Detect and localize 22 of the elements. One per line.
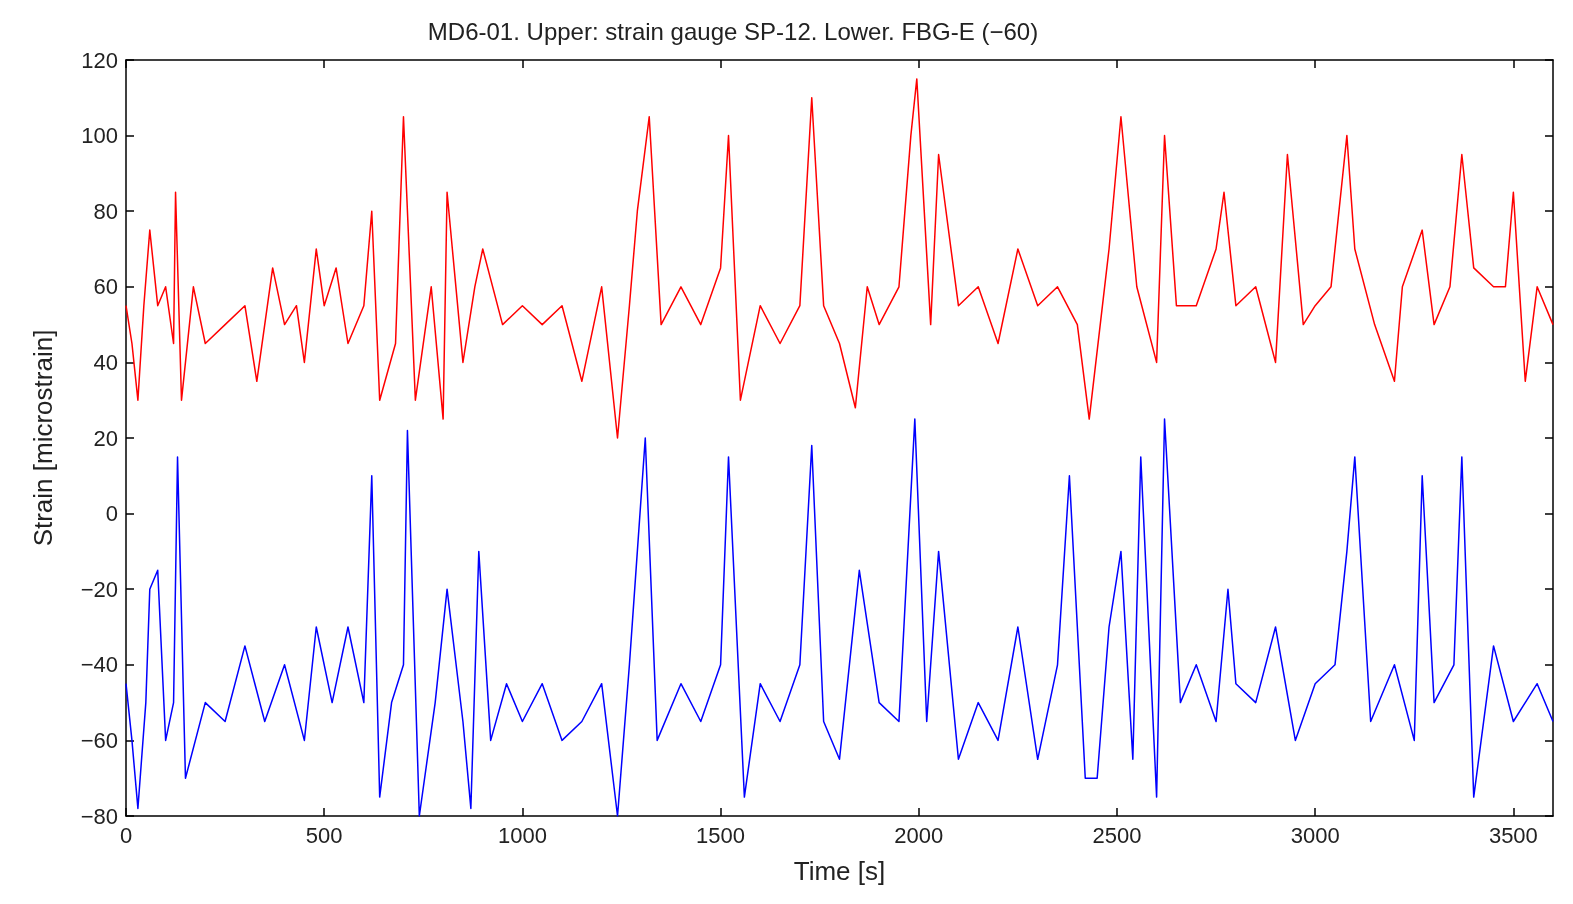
- y-axis-title: Strain [microstrain]: [28, 329, 58, 547]
- y-tick-label: 60: [93, 274, 118, 300]
- x-tick-label: 1000: [497, 822, 547, 848]
- x-tick-label: 1500: [696, 822, 746, 848]
- x-tick-label: 2000: [894, 822, 944, 848]
- y-tick-label: 120: [81, 47, 118, 73]
- y-tick-label: 100: [81, 123, 118, 149]
- x-tick-label: 500: [305, 822, 343, 848]
- y-tick-label: −80: [80, 803, 118, 829]
- line-series: [125, 78, 1554, 439]
- y-tick-label: 80: [93, 198, 118, 224]
- y-tick-label: 20: [93, 425, 118, 451]
- x-tick-label: 3500: [1488, 822, 1538, 848]
- y-tick-label: 40: [93, 349, 118, 375]
- y-tick-label: −60: [80, 727, 118, 753]
- x-axis-title: Time [s]: [793, 856, 886, 886]
- y-tick-label: 0: [105, 501, 118, 527]
- y-tick-label: −20: [80, 576, 118, 602]
- x-tick-label: 2500: [1092, 822, 1142, 848]
- y-tick-label: −40: [80, 652, 118, 678]
- x-tick-label: 3000: [1290, 822, 1340, 848]
- chart-title: MD6-01. Upper: strain gauge SP-12. Lower. FBG-E (−60): [427, 17, 1039, 45]
